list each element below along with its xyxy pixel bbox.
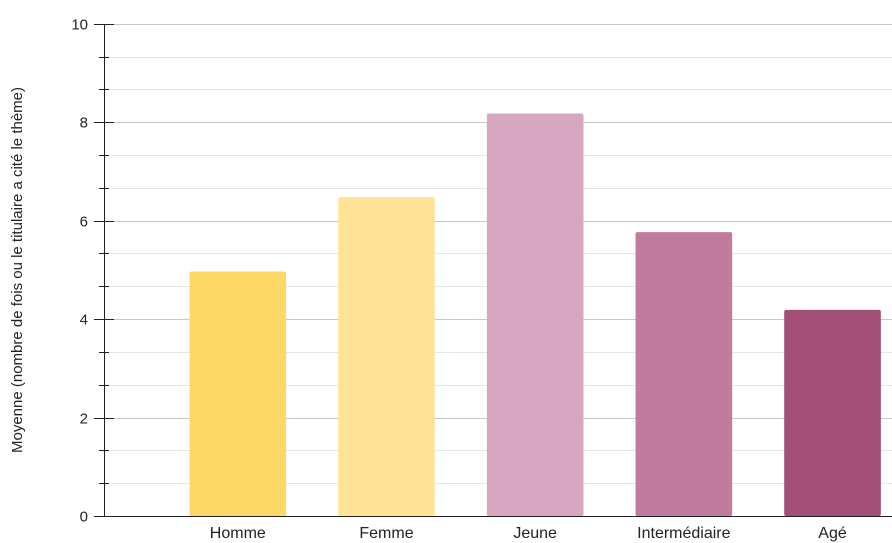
- y-tick-label: 0: [80, 509, 88, 526]
- x-category-label: Homme: [210, 525, 266, 542]
- y-axis: 0 2 4 6 8 10: [71, 17, 114, 526]
- bar-intermediaire: [635, 232, 733, 516]
- y-axis-title: Moyenne (nombre de fois ou le titulaire …: [9, 87, 26, 453]
- x-category-label: Jeune: [513, 525, 557, 542]
- bars: [189, 113, 881, 516]
- y-tick-label: 6: [80, 214, 88, 231]
- bar-jeune: [486, 113, 584, 516]
- y-tick-label: 2: [80, 411, 88, 428]
- y-tick-label: 10: [71, 17, 88, 34]
- y-tick-label: 8: [80, 115, 88, 132]
- category-labels: Homme Femme Jeune Intermédiaire Agé: [210, 525, 847, 542]
- x-category-label: Intermédiaire: [637, 525, 730, 542]
- bar-homme: [189, 271, 287, 516]
- x-category-label: Agé: [818, 525, 847, 542]
- bar-age: [784, 309, 881, 516]
- y-tick-label: 4: [80, 312, 88, 329]
- x-category-label: Femme: [359, 525, 413, 542]
- bar-femme: [338, 197, 435, 516]
